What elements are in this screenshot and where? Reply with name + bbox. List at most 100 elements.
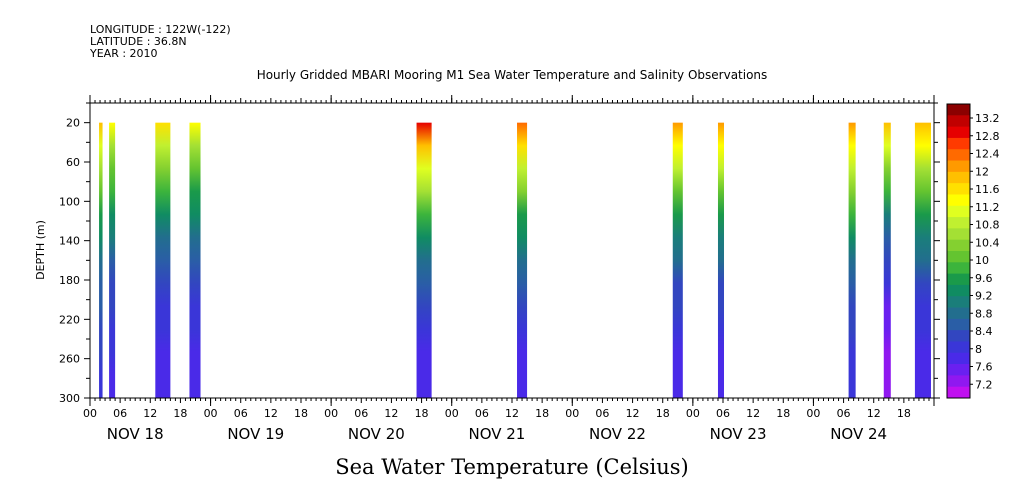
x-tick-label: 12 [143,407,157,420]
x-tick-label: 06 [234,407,248,420]
colorbar-cell [947,296,970,308]
x-day-label: NOV 19 [227,425,284,443]
x-day-label: NOV 21 [468,425,525,443]
colorbar-cell [947,386,970,399]
y-tick-label: 140 [59,235,80,248]
latitude-label: LATITUDE : 36.8N [90,35,187,48]
x-tick-label: 18 [415,407,429,420]
x-tick-label: 12 [505,407,519,420]
x-tick-label: 06 [837,407,851,420]
year-label: YEAR : 2010 [90,47,158,60]
colorbar-cell [947,307,970,320]
axis-ticks [84,95,940,406]
x-tick-label: 12 [384,407,398,420]
x-tick-label: 12 [746,407,760,420]
data-columns [99,122,931,399]
data-column [848,122,856,399]
colorbar-cell [947,104,970,116]
x-tick-label: 18 [656,407,670,420]
colorbar-cell [947,194,970,207]
x-tick-label: 18 [897,407,911,420]
data-column [672,122,683,399]
x-day-label: NOV 24 [830,425,887,443]
colorbar-cell [947,284,970,297]
data-column [99,122,103,399]
colorbar-tick-label: 7.6 [975,361,993,374]
colorbar-tick-label: 10 [975,254,989,267]
colorbar-cell [947,251,970,263]
colorbar-tick-label: 12.4 [975,148,1000,161]
colorbar-frame [946,103,971,399]
colorbar-tick-label: 10.4 [975,236,1000,249]
colorbar-tick-label: 8.4 [975,325,993,338]
colorbar-tick-label: 12.8 [975,130,1000,143]
x-tick-label: 00 [204,407,218,420]
x-tick-label: 06 [595,407,609,420]
colorbar-cell [947,341,970,354]
y-tick-label: 260 [59,353,80,366]
colorbar-cell [947,115,970,128]
colorbar-tick-label: 11.6 [975,183,1000,196]
axis-labels: 00 06 12 18 00 06 12 18 00 06 12 18 00 06 12 18 00 06 12 18… [59,117,911,443]
colorbar: 13.2 12.8 12.4 12 11.6 11.2 10.8 10.4 10 9.6 9.2 8.… [946,103,1000,399]
chart-title: Hourly Gridded MBARI Mooring M1 Sea Wate… [256,68,768,82]
data-column [914,122,931,399]
y-tick-label: 300 [59,392,80,405]
y-tick-label: 220 [59,313,80,326]
data-column [189,122,201,399]
x-tick-label: 06 [475,407,489,420]
x-tick-label: 18 [294,407,308,420]
x-tick-label: 00 [565,407,579,420]
colorbar-tick-label: 11.2 [975,201,1000,214]
colorbar-cell [947,205,970,218]
colorbar-cell [947,183,970,195]
x-tick-label: 06 [113,407,127,420]
x-tick-label: 12 [264,407,278,420]
colorbar-cell [947,273,970,286]
colorbar-cell [947,137,970,150]
data-column [155,122,171,399]
colorbar-cell [947,352,970,365]
y-tick-label: 100 [59,195,80,208]
data-column [717,122,725,399]
colorbar-tick-label: 7.2 [975,378,993,391]
x-day-label: NOV 22 [589,425,646,443]
x-tick-label: 00 [445,407,459,420]
x-tick-label: 00 [83,407,97,420]
colorbar-cell [947,239,970,252]
x-tick-label: 18 [535,407,549,420]
data-column [517,122,528,399]
colorbar-cell [947,318,970,331]
x-tick-label: 00 [324,407,338,420]
colorbar-cell [947,330,970,342]
x-tick-label: 00 [806,407,820,420]
x-tick-label: 00 [686,407,700,420]
colorbar-tick-label: 9.2 [975,290,993,303]
header-info: LONGITUDE : 122W(-122) LATITUDE : 36.8N … [90,24,231,60]
x-tick-label: 18 [776,407,790,420]
data-column [416,122,432,399]
x-tick-label: 18 [173,407,187,420]
colorbar-tick-label: 12 [975,165,989,178]
x-day-label: NOV 18 [107,425,164,443]
colorbar-cell [947,171,970,184]
x-tick-label: 12 [867,407,881,420]
colorbar-cell [947,228,970,241]
longitude-label: LONGITUDE : 122W(-122) [90,23,231,36]
y-tick-label: 180 [59,274,80,287]
x-tick-label: 06 [354,407,368,420]
data-column [109,122,116,399]
colorbar-cell [947,217,970,229]
colorbar-cell [947,375,970,388]
colorbar-cell [947,364,970,376]
y-axis-label: DEPTH (m) [34,220,47,280]
x-tick-label: 12 [626,407,640,420]
y-tick-label: 20 [66,117,80,130]
colorbar-tick-label: 8 [975,343,982,356]
y-tick-label: 60 [66,156,80,169]
colorbar-tick-label: 8.8 [975,307,993,320]
colorbar-cell [947,126,970,139]
colorbar-cell [947,262,970,275]
colorbar-tick-label: 13.2 [975,112,1000,125]
